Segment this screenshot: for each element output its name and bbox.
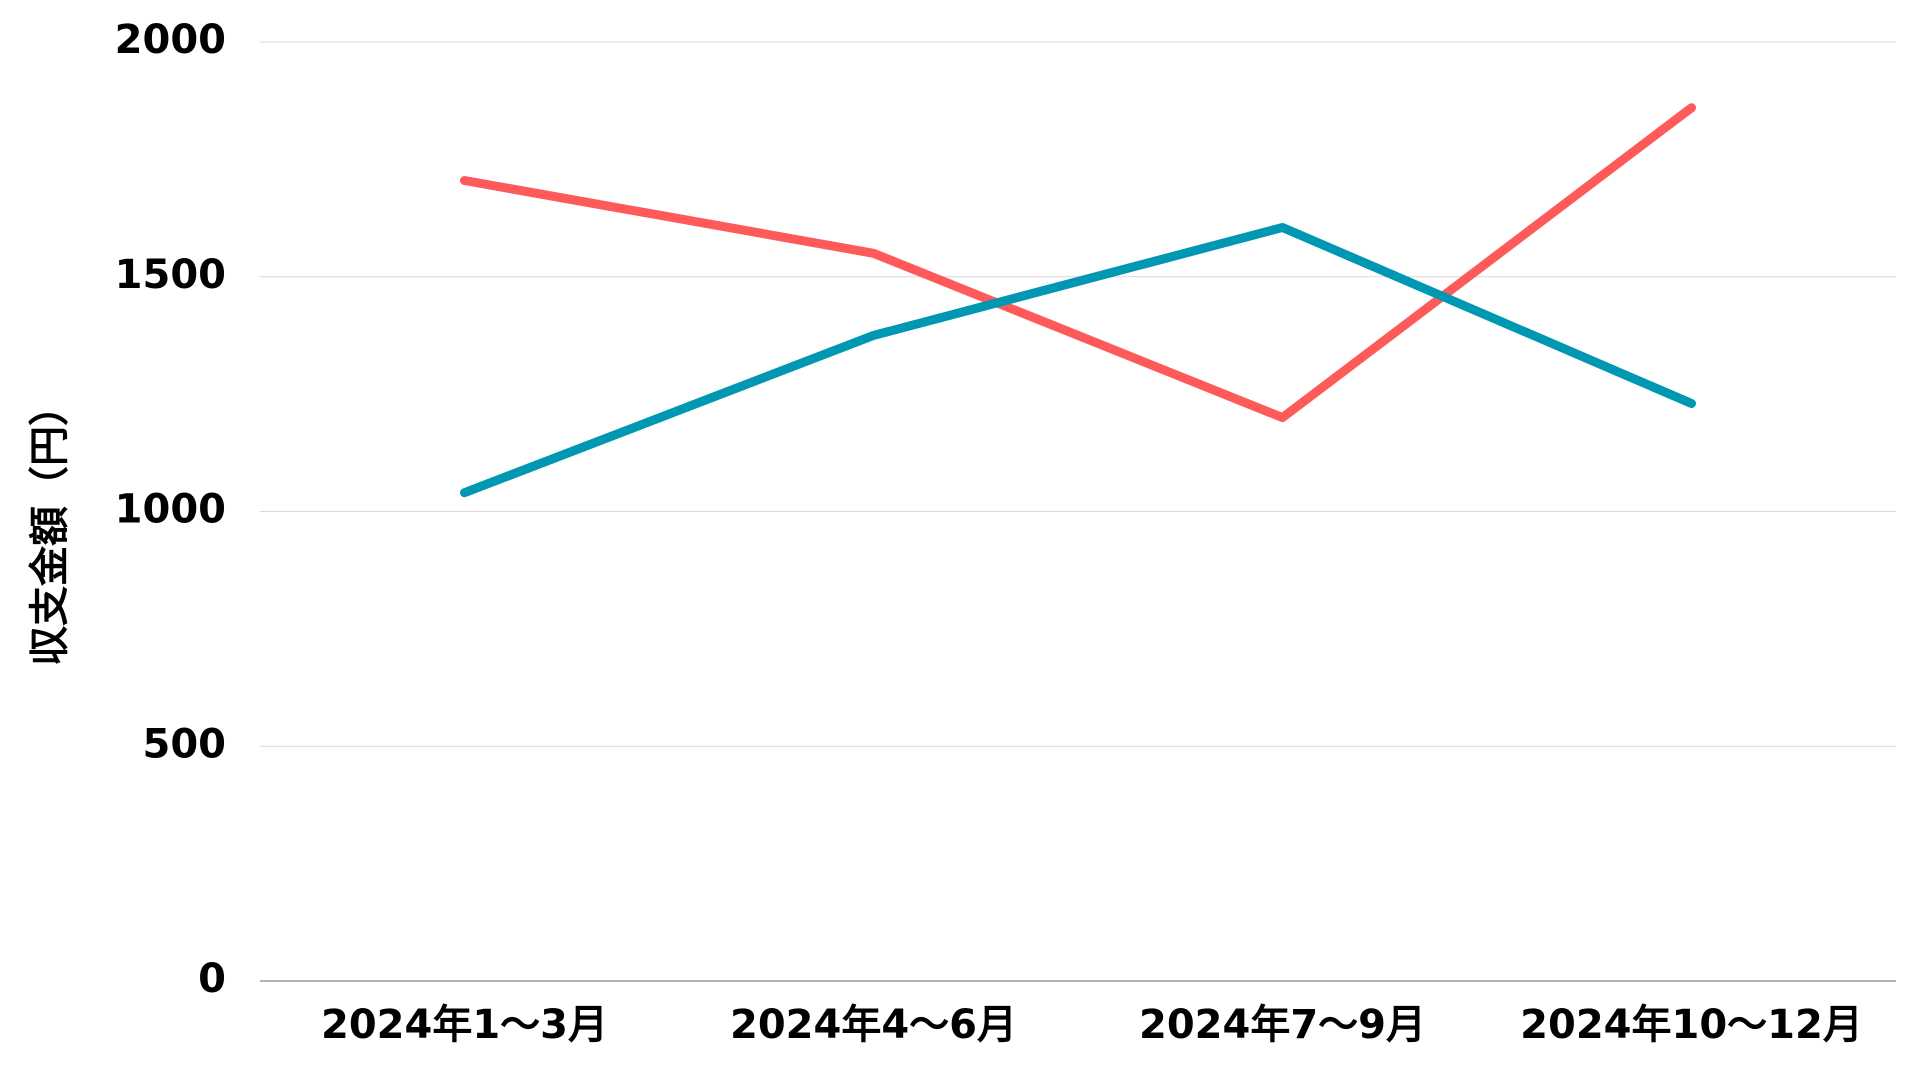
y-tick-label: 0 bbox=[198, 956, 226, 1002]
y-axis-label: 収支金額（円） bbox=[27, 386, 73, 666]
y-tick-label: 1000 bbox=[115, 487, 226, 533]
x-tick-label: 2024年10〜12月 bbox=[1520, 1002, 1863, 1048]
x-tick-label: 2024年4〜6月 bbox=[730, 1002, 1017, 1048]
x-tick-label: 2024年1〜3月 bbox=[321, 1002, 608, 1048]
x-tick-label: 2024年7〜9月 bbox=[1139, 1002, 1426, 1048]
y-tick-label: 2000 bbox=[115, 17, 226, 63]
series-line bbox=[460, 222, 1696, 498]
y-tick-label: 1500 bbox=[115, 252, 226, 298]
y-tick-label: 500 bbox=[143, 721, 227, 767]
series-line bbox=[460, 103, 1696, 423]
